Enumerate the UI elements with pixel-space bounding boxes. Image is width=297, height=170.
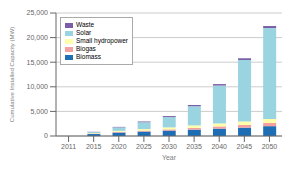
html-text:Biogas: Biogas	[76, 45, 96, 52]
svg-text:2025: 2025	[136, 143, 152, 150]
html-text:Small hydropower: Small hydropower	[76, 37, 128, 44]
svg-text:Year: Year	[162, 154, 177, 161]
svg-text:2050: 2050	[262, 143, 278, 150]
svg-text:0: 0	[44, 132, 48, 139]
svg-text:5,000: 5,000	[30, 108, 48, 115]
svg-text:10,000: 10,000	[27, 83, 49, 90]
html-text:Waste: Waste	[76, 21, 95, 28]
svg-text:2040: 2040	[211, 143, 227, 150]
svg-text:15,000: 15,000	[27, 59, 49, 66]
svg-text:2015: 2015	[86, 143, 102, 150]
html-text:Solar: Solar	[76, 29, 92, 36]
svg-text:25,000: 25,000	[27, 9, 49, 16]
svg-text:Cumulative Installed Capacity: Cumulative Installed Capacity (MW)	[9, 27, 15, 122]
svg-text:2020: 2020	[111, 143, 127, 150]
svg-text:2035: 2035	[186, 143, 202, 150]
svg-text:20,000: 20,000	[27, 34, 49, 41]
svg-text:2011: 2011	[61, 143, 76, 150]
html-text:Biomass: Biomass	[76, 53, 101, 60]
svg-text:2030: 2030	[161, 143, 177, 150]
svg-text:2045: 2045	[237, 143, 253, 150]
